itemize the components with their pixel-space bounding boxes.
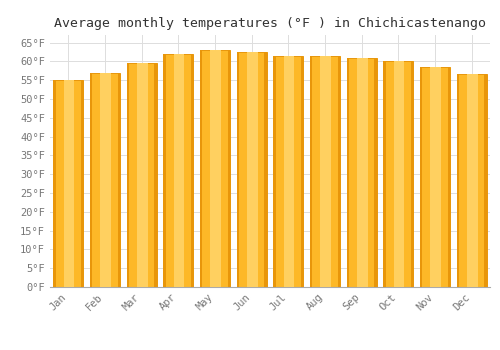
Bar xyxy=(100,72,111,287)
Bar xyxy=(456,75,459,287)
Bar xyxy=(118,72,120,287)
Bar xyxy=(456,75,486,287)
Bar xyxy=(164,54,194,287)
Bar xyxy=(191,54,194,287)
Bar xyxy=(200,50,202,287)
Bar xyxy=(90,72,92,287)
Bar xyxy=(200,50,230,287)
Bar xyxy=(357,57,368,287)
Bar xyxy=(164,54,166,287)
Bar xyxy=(210,50,221,287)
Bar xyxy=(384,61,414,287)
Bar xyxy=(126,63,156,287)
Bar xyxy=(137,63,147,287)
Bar xyxy=(430,67,441,287)
Bar xyxy=(467,75,477,287)
Bar xyxy=(301,56,304,287)
Bar xyxy=(236,52,239,287)
Bar xyxy=(274,56,304,287)
Bar xyxy=(484,75,486,287)
Bar xyxy=(236,52,266,287)
Bar xyxy=(411,61,414,287)
Bar xyxy=(420,67,450,287)
Bar xyxy=(338,56,340,287)
Bar xyxy=(228,50,230,287)
Bar xyxy=(310,56,340,287)
Bar xyxy=(64,80,74,287)
Bar xyxy=(90,72,120,287)
Bar xyxy=(394,61,404,287)
Title: Average monthly temperatures (°F ) in Chichicastenango: Average monthly temperatures (°F ) in Ch… xyxy=(54,17,486,30)
Bar xyxy=(284,56,294,287)
Bar xyxy=(126,63,129,287)
Bar xyxy=(384,61,386,287)
Bar xyxy=(310,56,312,287)
Bar xyxy=(274,56,276,287)
Bar xyxy=(374,57,376,287)
Bar xyxy=(174,54,184,287)
Bar xyxy=(320,56,331,287)
Bar xyxy=(346,57,349,287)
Bar xyxy=(448,67,450,287)
Bar xyxy=(264,52,266,287)
Bar xyxy=(247,52,258,287)
Bar xyxy=(81,80,84,287)
Bar xyxy=(54,80,84,287)
Bar xyxy=(420,67,422,287)
Bar xyxy=(154,63,156,287)
Bar xyxy=(54,80,56,287)
Bar xyxy=(346,57,376,287)
